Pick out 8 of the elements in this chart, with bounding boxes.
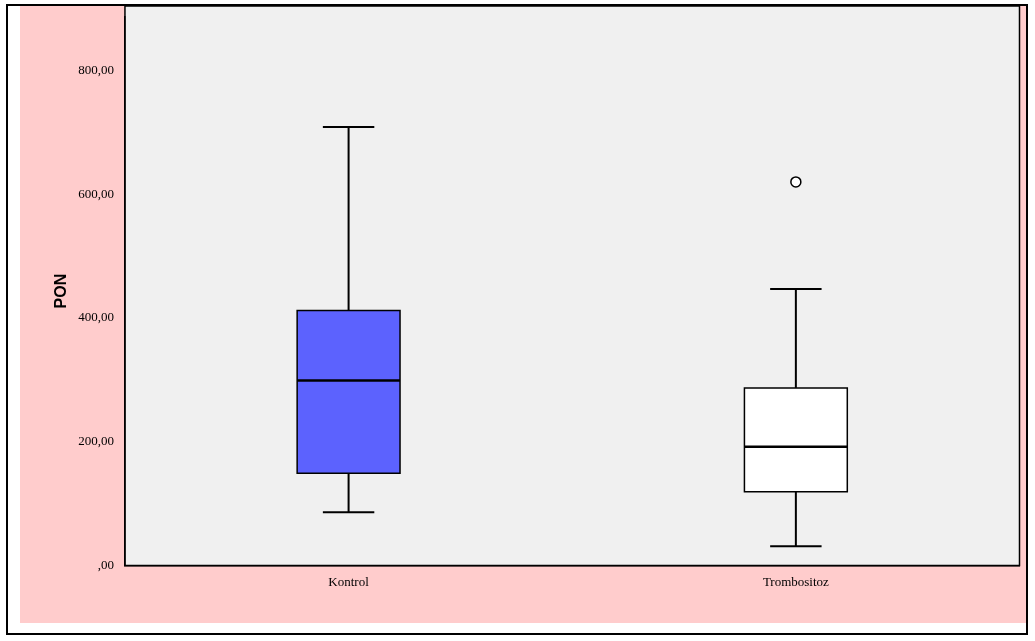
y-tick-label: 600,00 <box>78 185 114 201</box>
y-tick-label: 400,00 <box>78 309 114 325</box>
y-tick-label: 200,00 <box>78 433 114 449</box>
y-tick-label: 800,00 <box>78 62 114 78</box>
x-tick-label: Kontrol <box>328 573 370 589</box>
y-tick-label: ,00 <box>97 556 114 572</box>
x-tick-label: Trombositoz <box>762 573 830 589</box>
y-axis-title: PON <box>52 273 70 309</box>
